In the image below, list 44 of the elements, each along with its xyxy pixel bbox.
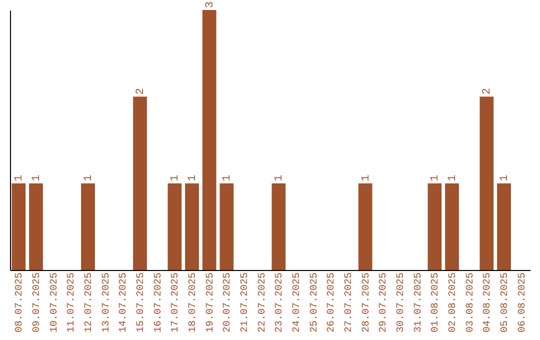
- x-tick-label: 31.07.2025: [413, 272, 424, 333]
- x-tick-label: 26.07.2025: [326, 272, 338, 333]
- x-tick-label: 12.07.2025: [84, 272, 95, 333]
- data-label: 1: [430, 174, 442, 182]
- data-label: 1: [222, 174, 234, 182]
- x-tick-label: 02.08.2025: [448, 272, 459, 333]
- x-tick-label: 16.07.2025: [153, 272, 164, 333]
- x-tick-label: 11.07.2025: [66, 272, 78, 333]
- data-label: 1: [14, 174, 26, 182]
- x-tick-label: 03.08.2025: [465, 272, 476, 333]
- x-tick-label: 18.07.2025: [188, 272, 199, 333]
- x-tick-label: 19.07.2025: [205, 272, 216, 333]
- x-tick-label: 29.07.2025: [378, 272, 390, 333]
- x-tick-label: 14.07.2025: [118, 272, 130, 333]
- data-label: 3: [204, 1, 216, 8]
- x-tick-label: 09.07.2025: [32, 272, 43, 333]
- x-tick-label: 01.08.2025: [430, 272, 442, 333]
- x-tick-label: 23.07.2025: [274, 272, 286, 333]
- data-label: 1: [447, 174, 459, 182]
- x-tick-label: 04.08.2025: [482, 272, 494, 333]
- data-label: 1: [360, 174, 372, 182]
- x-tick-label: 06.08.2025: [517, 272, 528, 333]
- x-tick-label: 08.07.2025: [14, 272, 26, 333]
- data-label: 1: [274, 174, 286, 182]
- x-tick-label: 15.07.2025: [136, 272, 147, 333]
- data-label: 1: [187, 174, 199, 182]
- x-tick-label: 22.07.2025: [257, 272, 268, 333]
- data-label: 2: [135, 88, 147, 95]
- x-tick-label: 20.07.2025: [222, 272, 234, 333]
- data-label: 1: [499, 174, 511, 182]
- x-tick-label: 17.07.2025: [170, 272, 182, 333]
- x-tick-label: 27.07.2025: [344, 272, 355, 333]
- x-tick-label: 25.07.2025: [309, 272, 320, 333]
- data-label: 1: [170, 174, 182, 182]
- data-label: 1: [31, 174, 43, 182]
- x-tick-label: 10.07.2025: [49, 272, 60, 333]
- x-tick-label: 05.08.2025: [500, 272, 511, 333]
- x-tick-label: 24.07.2025: [292, 272, 303, 333]
- x-tick-label: 28.07.2025: [361, 272, 372, 333]
- data-label: 2: [482, 88, 494, 95]
- x-tick-label: 21.07.2025: [240, 272, 251, 333]
- x-tick-label: 30.07.2025: [396, 272, 407, 333]
- x-tick-label: 13.07.2025: [101, 272, 112, 333]
- data-label: 1: [83, 174, 95, 182]
